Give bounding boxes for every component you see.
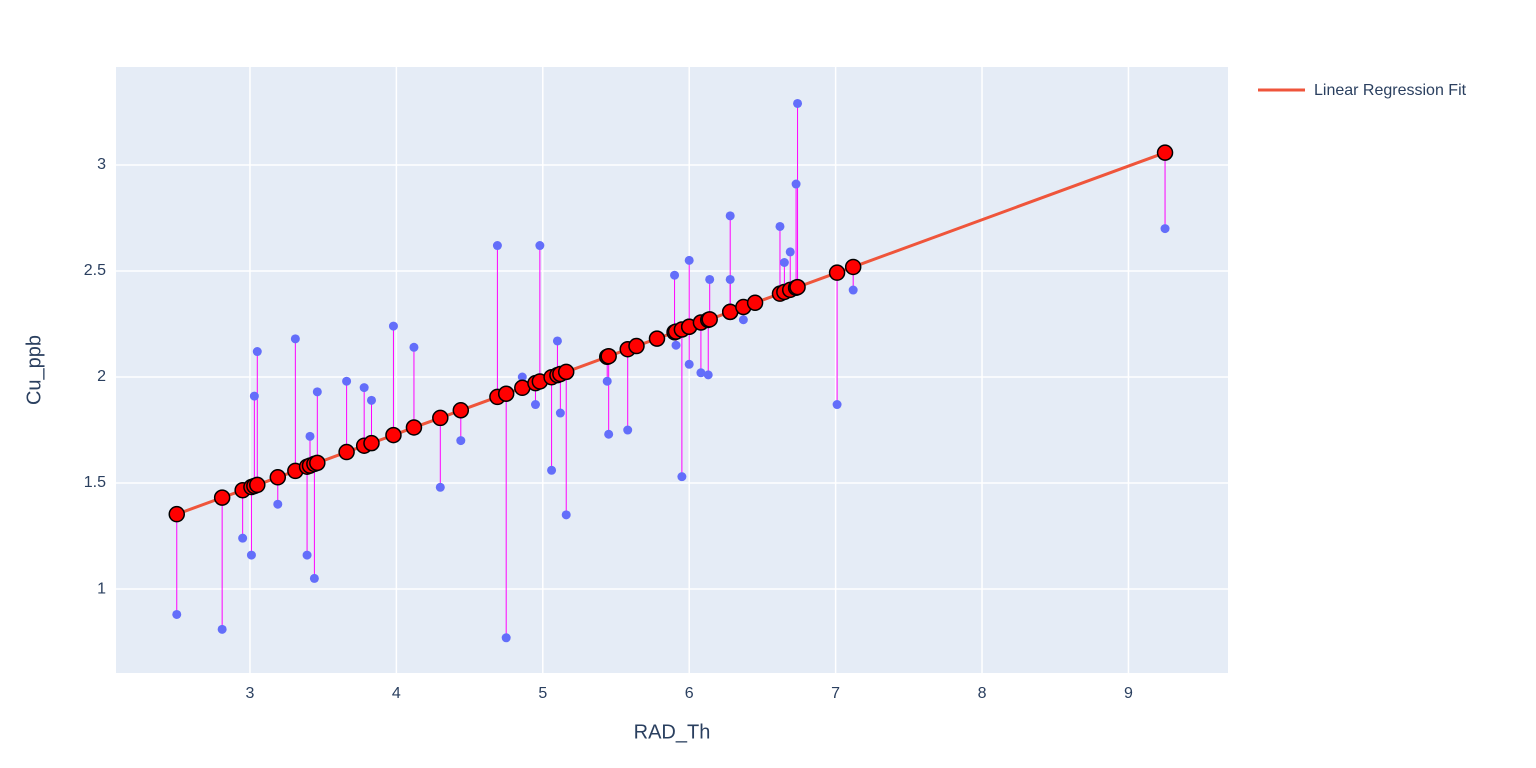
data-point: [779, 257, 789, 267]
legend-label: Linear Regression Fit: [1314, 82, 1467, 99]
data-point: [517, 372, 527, 382]
data-point: [775, 221, 785, 231]
data-point: [246, 550, 256, 560]
fitted-point: [405, 419, 423, 436]
data-point: [302, 550, 312, 560]
fitted-point: [309, 454, 326, 472]
data-point: [725, 211, 735, 221]
data-point: [366, 395, 376, 405]
data-point: [684, 255, 694, 265]
fitted-point: [385, 426, 402, 444]
data-point: [602, 376, 612, 386]
data-point: [1160, 224, 1170, 234]
data-point: [604, 429, 614, 439]
x-axis-title: RAD_Th: [634, 721, 711, 743]
data-point: [623, 425, 633, 435]
fitted-point: [452, 402, 470, 419]
data-point: [252, 347, 262, 357]
data-point: [677, 472, 687, 482]
fitted-point: [701, 311, 718, 328]
data-point: [388, 321, 398, 331]
data-point: [555, 408, 565, 418]
data-point: [217, 624, 227, 634]
data-point: [848, 285, 858, 295]
fitted-point: [1156, 144, 1174, 161]
y-tick-label: 2.5: [84, 262, 106, 279]
data-point: [309, 573, 319, 583]
x-tick-label: 5: [538, 685, 547, 702]
data-point: [738, 315, 748, 325]
data-point: [249, 391, 259, 401]
x-tick-label: 9: [1124, 685, 1133, 702]
fitted-point: [628, 337, 645, 355]
data-point: [305, 431, 315, 441]
fitted-point: [648, 330, 666, 347]
x-tick-label: 4: [392, 685, 401, 702]
data-point: [342, 376, 352, 386]
x-tick-label: 3: [246, 685, 255, 702]
data-point: [409, 342, 419, 352]
data-point: [832, 400, 842, 410]
y-tick-label: 2: [97, 368, 106, 385]
fitted-point: [600, 347, 617, 365]
data-point: [561, 510, 571, 520]
x-tick-label: 6: [685, 685, 694, 702]
data-point: [670, 270, 680, 280]
data-point: [552, 336, 562, 346]
data-point: [725, 274, 735, 284]
data-point: [793, 98, 803, 108]
data-point: [696, 368, 706, 378]
data-point: [785, 247, 795, 257]
fitted-point: [213, 489, 231, 506]
data-point: [273, 499, 283, 509]
y-tick-label: 1.5: [84, 474, 106, 491]
fitted-point: [168, 505, 186, 523]
data-point: [492, 241, 502, 251]
fitted-point: [338, 443, 355, 461]
x-tick-label: 7: [831, 685, 840, 702]
data-point: [535, 241, 545, 251]
y-tick-label: 1: [97, 580, 106, 597]
y-axis-title: Cu_ppb: [23, 335, 45, 405]
data-point: [312, 387, 322, 397]
data-point: [359, 383, 369, 393]
data-point: [791, 179, 801, 189]
fitted-point: [746, 294, 764, 312]
data-point: [547, 465, 557, 475]
data-point: [172, 609, 182, 619]
data-point: [703, 370, 713, 380]
fitted-point: [497, 385, 515, 402]
data-point: [705, 274, 715, 284]
fitted-point: [557, 363, 575, 381]
data-point: [530, 400, 540, 410]
y-tick-label: 3: [97, 156, 106, 173]
x-tick-label: 8: [978, 685, 987, 702]
fitted-point: [432, 409, 449, 427]
data-point: [290, 334, 300, 344]
data-point: [435, 482, 445, 492]
fitted-point: [789, 278, 806, 296]
data-point: [456, 436, 466, 446]
fitted-point: [249, 476, 266, 494]
data-point: [501, 633, 511, 643]
data-point: [671, 340, 681, 350]
data-point: [238, 533, 248, 543]
fitted-point: [363, 434, 380, 452]
fitted-point: [828, 264, 846, 281]
fitted-point: [269, 469, 287, 486]
plot-area: [116, 67, 1228, 673]
data-point: [684, 359, 694, 369]
fitted-point: [844, 258, 862, 276]
